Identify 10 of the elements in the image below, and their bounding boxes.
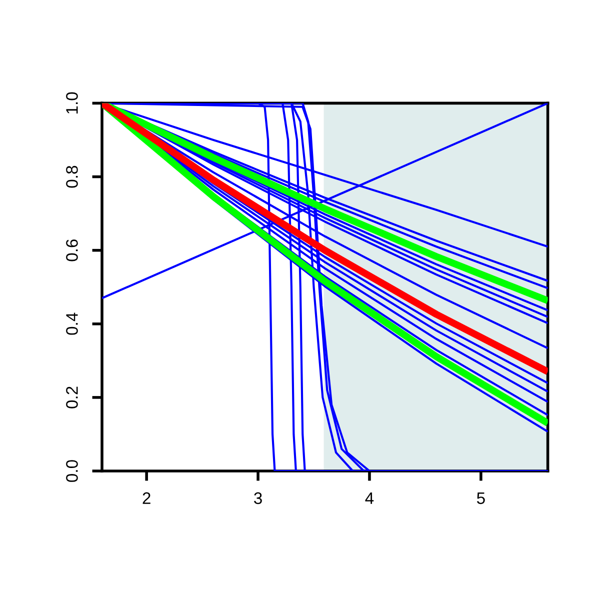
y-tick-label: 0.4 xyxy=(66,312,78,335)
y-tick-label: 0.2 xyxy=(66,386,78,408)
y-tick-label: 0.8 xyxy=(66,166,78,188)
x-tick-label: 2 xyxy=(142,492,150,504)
y-tick-label: 1.0 xyxy=(66,92,78,114)
x-tick-label: 3 xyxy=(254,492,262,504)
x-tick-label: 4 xyxy=(365,492,374,504)
y-tick-label: 0.0 xyxy=(66,460,78,482)
x-tick-label: 5 xyxy=(476,492,485,504)
y-tick-label: 0.6 xyxy=(66,239,78,262)
